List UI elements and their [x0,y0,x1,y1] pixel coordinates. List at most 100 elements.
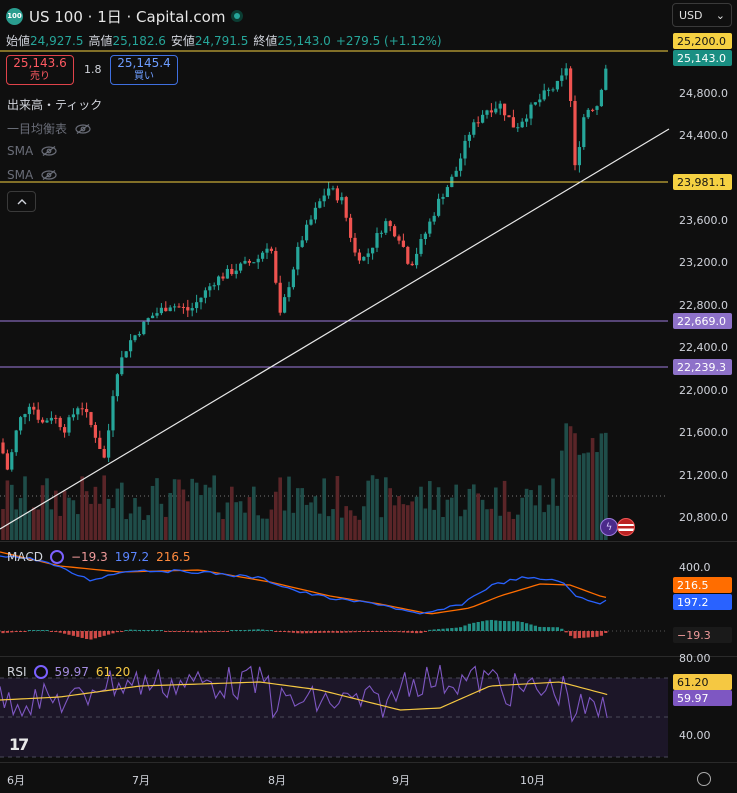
indicator-volume[interactable]: 出来高・ティック [7,96,102,113]
candle-body [476,122,480,124]
rsi-band-fill [0,678,668,757]
tradingview-logo[interactable]: 17 [9,735,29,754]
price-badge-level-1: 22,669.0 [673,313,732,329]
volume-bar [533,505,538,540]
collapse-legend-button[interactable] [7,191,36,212]
volume-bar [604,432,608,540]
price-tick: 22,000.0 [679,384,728,397]
volume-bar [216,512,221,540]
candle-body [393,226,397,237]
candle-body [159,307,163,314]
candle-body [85,408,89,413]
candle-body [45,420,49,423]
volume-bar [485,509,489,540]
eye-hidden-icon[interactable] [41,170,57,180]
candle-body [516,127,520,129]
volume-bar [340,517,344,540]
symbol-header[interactable]: 100 US 100 · 1日 · Capital.com [6,5,244,27]
candle-body [296,246,300,270]
candle-body [1,442,5,454]
buy-button[interactable]: 25,145.4 買い [110,55,178,85]
macd-histogram-bar [560,628,564,631]
volume-bar [362,506,366,540]
candle-body [115,374,119,397]
rsi-legend[interactable]: RSI 59.97 61.20 [7,665,130,679]
volume-bar [23,476,27,540]
volume-bar [414,496,419,540]
rsi-ma-line [0,681,608,711]
candle-body [137,334,141,336]
candle-body [107,430,111,458]
macd-histogram-bar [353,631,357,633]
macd-title: MACD [7,550,43,564]
candle-body [203,290,207,298]
volume-bar [313,496,318,540]
candle-body [379,232,383,234]
change-value: +279.5 (+1.12%) [335,34,442,48]
macd-histogram-bar [115,631,119,633]
symbol-title[interactable]: US 100 · 1日 · Capital.com [29,7,226,26]
volume-bar [146,515,150,540]
macd-histogram-bar [520,622,524,631]
macd-histogram-bar [318,631,322,633]
candle-body [124,351,128,358]
volume-bar [564,423,568,540]
macd-histogram-bar [533,625,537,631]
candle-body [98,437,102,449]
macd-legend[interactable]: MACD −19.3 197.2 216.5 [7,550,190,564]
spread-value: 1.8 [84,63,102,76]
candle-body [445,187,449,198]
macd-histogram-bar [234,630,238,631]
macd-histogram-bar [423,631,427,632]
volume-bar [282,510,287,540]
eye-hidden-icon[interactable] [75,123,91,134]
macd-histogram-bar [410,631,414,633]
macd-histogram-bar [432,629,436,631]
macd-histogram-bar [80,631,84,638]
indicator-volume-label: 出来高・ティック [7,98,103,112]
rsi-badge-ma: 61.20 [673,674,732,690]
indicator-sma-1[interactable]: SMA [7,144,57,158]
candle-body [437,198,441,216]
low-value: 24,791.5 [194,34,249,48]
indicator-ichimoku[interactable]: 一目均衡表 [7,120,91,137]
candle-body [54,417,58,419]
sell-button[interactable]: 25,143.6 売り [6,55,74,85]
eye-hidden-icon[interactable] [41,146,57,156]
settings-gear-icon[interactable] [697,772,711,786]
macd-histogram-bar [243,630,247,631]
macd-histogram-bar [538,626,542,631]
lightning-event-icon[interactable]: ϟ [600,518,618,536]
volume-bar [520,497,524,540]
macd-histogram-bar [76,631,80,637]
volume-bar [489,508,494,540]
volume-bar [40,485,45,540]
volume-bar [62,490,67,540]
volume-bar [322,478,326,540]
macd-hist-value: −19.3 [70,550,108,564]
macd-histogram-bar [142,630,146,631]
volume-bar [252,486,256,540]
volume-bar [384,477,388,540]
candle-body [93,424,97,438]
currency-select[interactable]: USD ⌄ [672,3,732,27]
volume-bar [1,509,5,540]
indicator-sma-2[interactable]: SMA [7,168,57,182]
volume-bar [71,500,76,540]
us-flag-event-icon[interactable] [617,518,635,536]
candle-body [366,253,370,257]
volume-bar [577,454,582,540]
buy-price: 25,145.4 [117,56,171,70]
volume-bar [344,506,348,540]
macd-histogram-bar [221,631,225,632]
macd-histogram-bar [344,631,348,633]
open-label: 始値 [6,34,31,48]
pane-separator [0,656,737,657]
volume-bar [45,478,49,540]
candle-body [164,307,168,312]
x-axis-label: 6月 [7,774,25,787]
x-axis-label: 8月 [268,774,286,787]
sell-price: 25,143.6 [13,56,67,70]
volume-bar [287,476,291,540]
